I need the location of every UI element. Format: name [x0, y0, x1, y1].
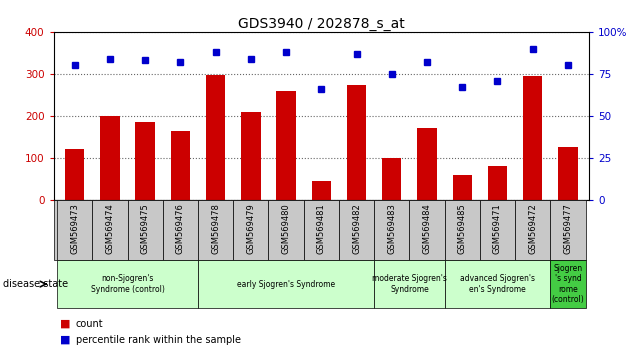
Bar — [410, 200, 445, 260]
Bar — [65, 149, 84, 200]
Text: GSM569485: GSM569485 — [458, 203, 467, 254]
Bar — [515, 200, 550, 260]
Text: advanced Sjogren's
en's Syndrome: advanced Sjogren's en's Syndrome — [460, 274, 535, 294]
Bar — [550, 260, 585, 308]
Text: GSM569480: GSM569480 — [282, 203, 290, 254]
Text: GSM569478: GSM569478 — [211, 203, 220, 254]
Text: ■: ■ — [60, 335, 71, 345]
Bar — [206, 75, 226, 200]
Bar — [57, 260, 198, 308]
Bar — [417, 128, 437, 200]
Text: moderate Sjogren's
Syndrome: moderate Sjogren's Syndrome — [372, 274, 447, 294]
Bar — [198, 260, 374, 308]
Bar — [523, 76, 542, 200]
Bar — [163, 200, 198, 260]
Bar — [100, 116, 120, 200]
Text: GSM569484: GSM569484 — [423, 203, 432, 254]
Text: Sjogren
's synd
rome
(control): Sjogren 's synd rome (control) — [551, 264, 584, 304]
Bar — [488, 166, 507, 200]
Bar — [445, 260, 550, 308]
Bar — [558, 147, 578, 200]
Bar — [277, 91, 295, 200]
Bar — [382, 158, 401, 200]
Text: GSM569481: GSM569481 — [317, 203, 326, 254]
Text: GSM569475: GSM569475 — [140, 203, 150, 254]
Text: GSM569476: GSM569476 — [176, 203, 185, 254]
Bar — [268, 200, 304, 260]
Bar — [347, 85, 366, 200]
Bar — [452, 175, 472, 200]
Bar — [304, 200, 339, 260]
Bar — [312, 181, 331, 200]
Bar — [445, 200, 480, 260]
Bar — [127, 200, 163, 260]
Text: GSM569483: GSM569483 — [387, 203, 396, 254]
Bar — [135, 122, 155, 200]
Text: GSM569477: GSM569477 — [563, 203, 573, 254]
Bar — [241, 112, 261, 200]
Title: GDS3940 / 202878_s_at: GDS3940 / 202878_s_at — [238, 17, 404, 31]
Text: percentile rank within the sample: percentile rank within the sample — [76, 335, 241, 345]
Text: disease state: disease state — [3, 279, 68, 289]
Bar — [550, 200, 585, 260]
Bar — [171, 131, 190, 200]
Text: GSM569479: GSM569479 — [246, 203, 255, 254]
Text: GSM569473: GSM569473 — [70, 203, 79, 254]
Text: GSM569474: GSM569474 — [105, 203, 115, 254]
Bar — [480, 200, 515, 260]
Text: early Sjogren's Syndrome: early Sjogren's Syndrome — [237, 280, 335, 289]
Text: GSM569471: GSM569471 — [493, 203, 502, 254]
Bar — [57, 200, 93, 260]
Text: GSM569482: GSM569482 — [352, 203, 361, 254]
Bar — [374, 200, 410, 260]
Bar — [93, 200, 127, 260]
Bar — [233, 200, 268, 260]
Text: GSM569472: GSM569472 — [528, 203, 537, 254]
Bar — [198, 200, 233, 260]
Bar — [374, 260, 445, 308]
Text: count: count — [76, 319, 103, 329]
Text: non-Sjogren's
Syndrome (control): non-Sjogren's Syndrome (control) — [91, 274, 164, 294]
Bar — [339, 200, 374, 260]
Text: ■: ■ — [60, 319, 71, 329]
